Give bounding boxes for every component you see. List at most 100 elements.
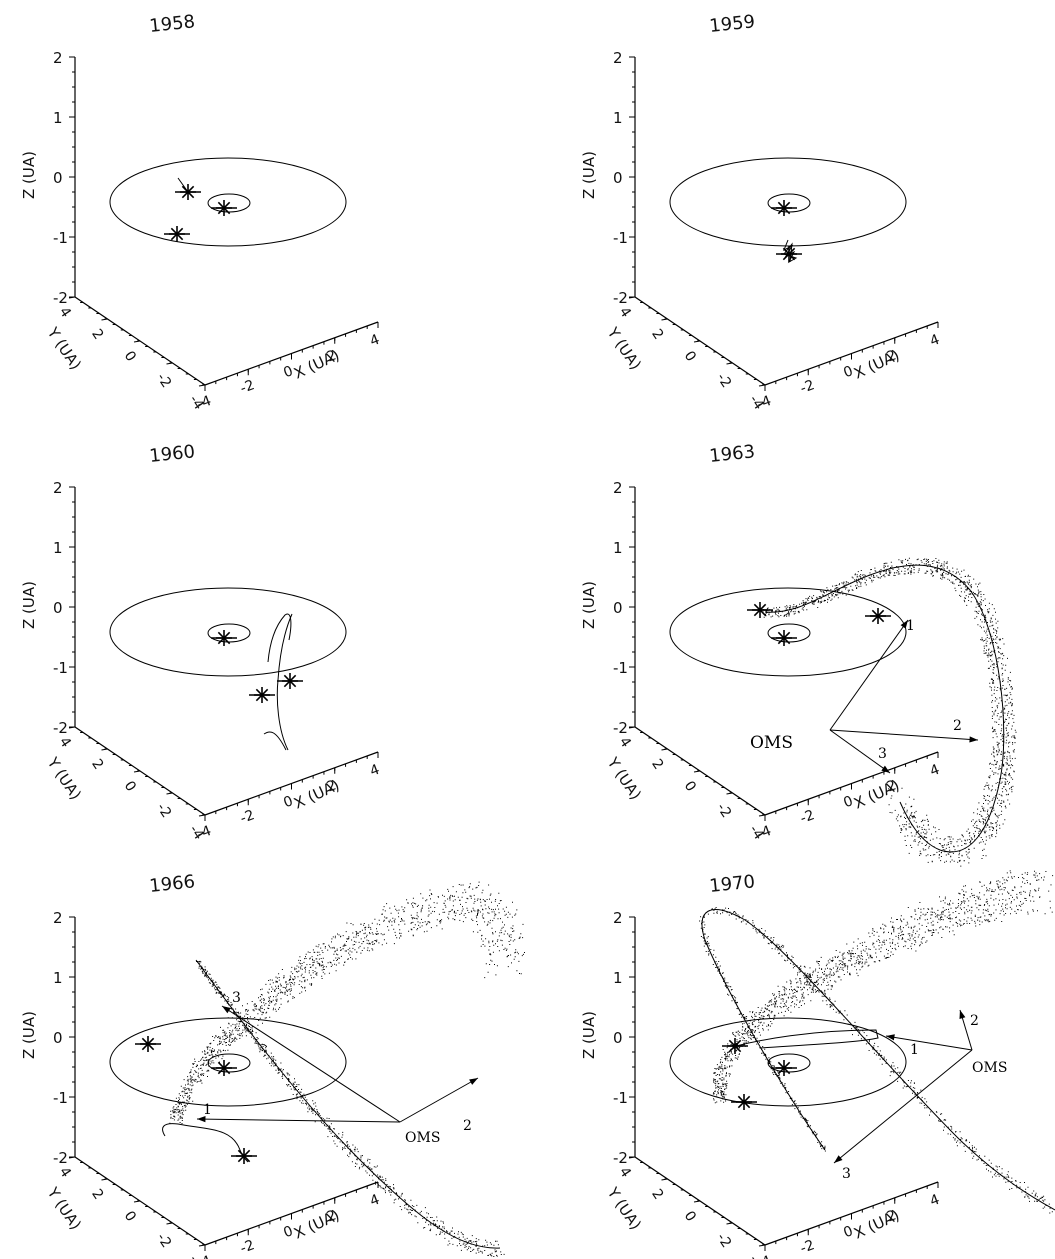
arrow-head xyxy=(469,1078,478,1085)
arrow-2 xyxy=(829,729,979,741)
y-axis-label: Y (UA) xyxy=(43,753,85,803)
z-tick-label: 0 xyxy=(53,1029,63,1047)
z-axis-label: Z (UA) xyxy=(20,581,38,629)
z-tick-label: 2 xyxy=(613,49,623,67)
x-tick-label: 4 xyxy=(368,332,382,350)
y-tick-label: 2 xyxy=(648,326,666,342)
x-tick-label: 4 xyxy=(368,762,382,780)
star-marker xyxy=(771,630,797,646)
y-tick-label: 0 xyxy=(121,348,139,364)
arrow-3 xyxy=(833,1049,973,1164)
arrow-label-3: 3 xyxy=(232,990,241,1006)
x-tick-label: -4 xyxy=(755,823,774,843)
x-axis-label: X (UA) xyxy=(851,776,902,813)
arrow-label-1: 1 xyxy=(906,618,915,634)
panel-1966: 1966 210-1-2Z (UA)420-2-4Y (UA)-4-2024X … xyxy=(20,871,525,1259)
star-marker xyxy=(771,200,797,216)
panel-title: 1966 xyxy=(148,871,196,897)
star-marker xyxy=(175,184,201,200)
z-tick-label: -2 xyxy=(613,719,628,737)
x-tick-label: -4 xyxy=(755,1253,774,1259)
arrow-label-2: 2 xyxy=(953,718,962,734)
star-marker xyxy=(865,608,891,624)
star-marker xyxy=(249,687,275,703)
arrow-label-2: 2 xyxy=(463,1118,472,1134)
x-axis-label: X (UA) xyxy=(851,346,902,383)
outer-orbit xyxy=(109,1017,347,1107)
x-tick-label: -2 xyxy=(798,377,817,397)
x-tick-label: 4 xyxy=(368,1192,382,1210)
y-tick-label: -4 xyxy=(186,1252,207,1259)
z-tick-label: 0 xyxy=(613,599,623,617)
y-tick-label: -2 xyxy=(153,370,174,391)
y-tick-label: -2 xyxy=(153,800,174,821)
z-tick-label: 2 xyxy=(53,479,63,497)
z-axis-label: Z (UA) xyxy=(580,1011,598,1059)
comet-track xyxy=(263,731,287,751)
x-tick-label: 4 xyxy=(928,762,942,780)
outer-orbit xyxy=(669,587,907,677)
x-axis-label: X (UA) xyxy=(291,1206,342,1243)
y-tick-label: 0 xyxy=(681,778,699,794)
z-tick-label: 0 xyxy=(53,169,63,187)
y-axis-label: Y (UA) xyxy=(603,753,645,803)
z-tick-label: 2 xyxy=(53,49,63,67)
x-tick-label: -2 xyxy=(798,1237,817,1257)
arrow-head xyxy=(969,736,978,743)
arrow-1 xyxy=(829,619,909,731)
x-tick-label: -4 xyxy=(195,1253,214,1259)
y-tick-label: 2 xyxy=(88,756,106,772)
star-marker xyxy=(211,630,237,646)
arrow-head xyxy=(834,1155,843,1163)
z-tick-label: 2 xyxy=(53,909,63,927)
arrow-label-2: 2 xyxy=(970,1013,979,1029)
arrow-1 xyxy=(885,1035,973,1051)
arrow-label-3: 3 xyxy=(878,746,887,762)
x-tick-label: 4 xyxy=(928,332,942,350)
z-axis-label: Z (UA) xyxy=(580,151,598,199)
x-axis-label: X (UA) xyxy=(851,1206,902,1243)
panel-title: 1970 xyxy=(708,871,756,897)
z-tick-label: 0 xyxy=(613,169,623,187)
y-tick-label: 0 xyxy=(121,778,139,794)
z-tick-label: 1 xyxy=(613,539,623,557)
z-tick-label: -2 xyxy=(613,1149,628,1167)
star-marker xyxy=(135,1036,161,1052)
y-axis-label: Y (UA) xyxy=(603,1183,645,1233)
outer-orbit xyxy=(669,157,907,247)
y-tick-label: 2 xyxy=(648,1186,666,1202)
x-tick-label: -4 xyxy=(195,393,214,413)
y-tick-label: -2 xyxy=(713,370,734,391)
arrow-2 xyxy=(399,1077,479,1123)
arrow-label-1: 1 xyxy=(203,1102,212,1118)
z-tick-label: -1 xyxy=(613,659,628,677)
star-marker xyxy=(776,246,802,262)
star-marker xyxy=(731,1094,757,1110)
y-tick-label: 2 xyxy=(88,1186,106,1202)
y-tick-label: 0 xyxy=(121,1208,139,1224)
star-marker xyxy=(771,1060,797,1076)
panel-title: 1959 xyxy=(708,11,756,37)
star-marker xyxy=(211,200,237,216)
z-tick-label: 2 xyxy=(613,479,623,497)
z-tick-label: -1 xyxy=(613,1089,628,1107)
star-marker xyxy=(231,1148,257,1164)
arrow-head xyxy=(222,1006,231,1014)
y-tick-label: -4 xyxy=(746,1252,767,1259)
comet-track xyxy=(267,613,292,663)
arrow-head xyxy=(959,1010,966,1019)
panel-1970: 1970 210-1-2Z (UA)420-2-4Y (UA)-4-2024X … xyxy=(580,870,1055,1259)
panel-1960: 1960 210-1-2Z (UA)420-2-4Y (UA)-4-2024X … xyxy=(20,441,382,843)
z-tick-label: -2 xyxy=(613,289,628,307)
y-tick-label: 2 xyxy=(88,326,106,342)
z-tick-label: -1 xyxy=(53,659,68,677)
star-marker xyxy=(277,673,303,689)
z-tick-label: -2 xyxy=(53,719,68,737)
y-tick-label: -2 xyxy=(713,800,734,821)
dust-trail-core xyxy=(764,564,1005,853)
y-tick-label: 0 xyxy=(681,348,699,364)
x-tick-label: -2 xyxy=(798,807,817,827)
